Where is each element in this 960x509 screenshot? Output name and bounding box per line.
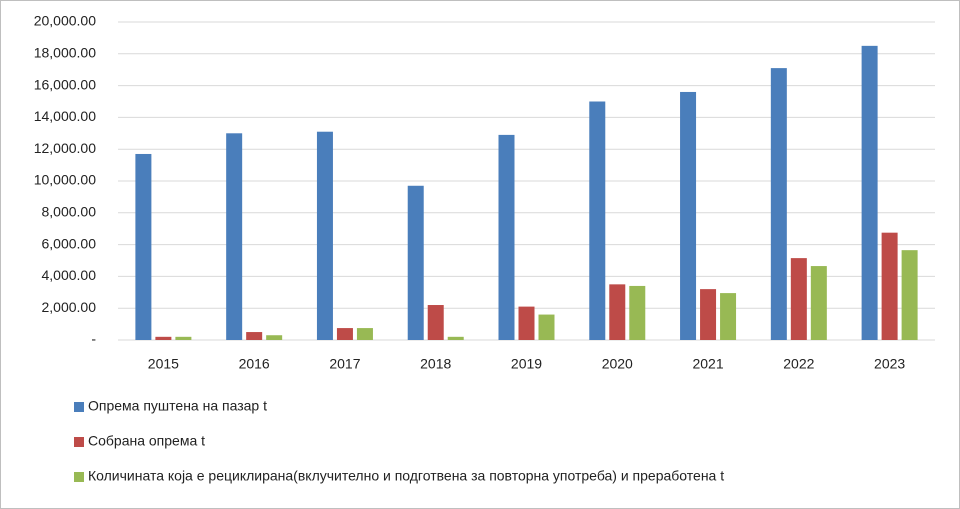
y-tick-label: 4,000.00 <box>42 267 97 283</box>
x-tick-label: 2016 <box>239 356 270 372</box>
bar <box>770 68 787 341</box>
y-tick-label: 8,000.00 <box>42 204 97 220</box>
y-tick-label: - <box>91 331 96 347</box>
bar <box>135 153 152 340</box>
bar <box>720 293 737 340</box>
x-tick-label: 2017 <box>329 356 360 372</box>
y-tick-label: 12,000.00 <box>34 140 96 156</box>
legend-swatch <box>74 472 84 482</box>
bar <box>589 101 606 340</box>
legend-swatch <box>74 402 84 412</box>
x-tick-label: 2022 <box>783 356 814 372</box>
x-tick-label: 2015 <box>148 356 179 372</box>
x-tick-label: 2021 <box>692 356 723 372</box>
bar <box>498 134 515 340</box>
y-tick-label: 14,000.00 <box>34 108 96 124</box>
bar <box>609 284 626 340</box>
bar <box>680 91 697 341</box>
legend-label: Опрема пуштена на пазар t <box>88 398 267 414</box>
bar <box>407 185 424 340</box>
x-tick-label: 2023 <box>874 356 905 372</box>
bar <box>861 45 878 340</box>
x-tick-label: 2020 <box>602 356 633 372</box>
y-tick-label: 18,000.00 <box>34 45 96 61</box>
bar <box>356 328 373 340</box>
bar <box>810 266 827 340</box>
bar <box>336 328 353 340</box>
x-tick-label: 2018 <box>420 356 451 372</box>
bar <box>790 258 807 340</box>
bar <box>538 314 555 340</box>
bar <box>881 232 898 340</box>
bar <box>175 336 192 340</box>
bar <box>226 133 243 340</box>
bar <box>316 131 333 340</box>
y-tick-label: 6,000.00 <box>42 235 97 251</box>
y-tick-label: 10,000.00 <box>34 172 96 188</box>
y-tick-label: 16,000.00 <box>34 76 96 92</box>
legend-label: Собрана опрема t <box>88 433 205 449</box>
bar <box>700 289 717 340</box>
y-tick-label: 20,000.00 <box>34 13 96 29</box>
x-tick-label: 2019 <box>511 356 542 372</box>
y-tick-label: 2,000.00 <box>42 299 97 315</box>
bar <box>155 336 172 340</box>
bar <box>427 305 444 340</box>
bar <box>246 332 263 340</box>
bar <box>518 306 535 340</box>
bar <box>629 285 646 340</box>
bar <box>266 335 283 340</box>
bar <box>447 336 464 340</box>
legend-swatch <box>74 437 84 447</box>
legend-label: Количината која е рециклирана(вклучителн… <box>88 468 724 484</box>
bar <box>901 250 918 340</box>
